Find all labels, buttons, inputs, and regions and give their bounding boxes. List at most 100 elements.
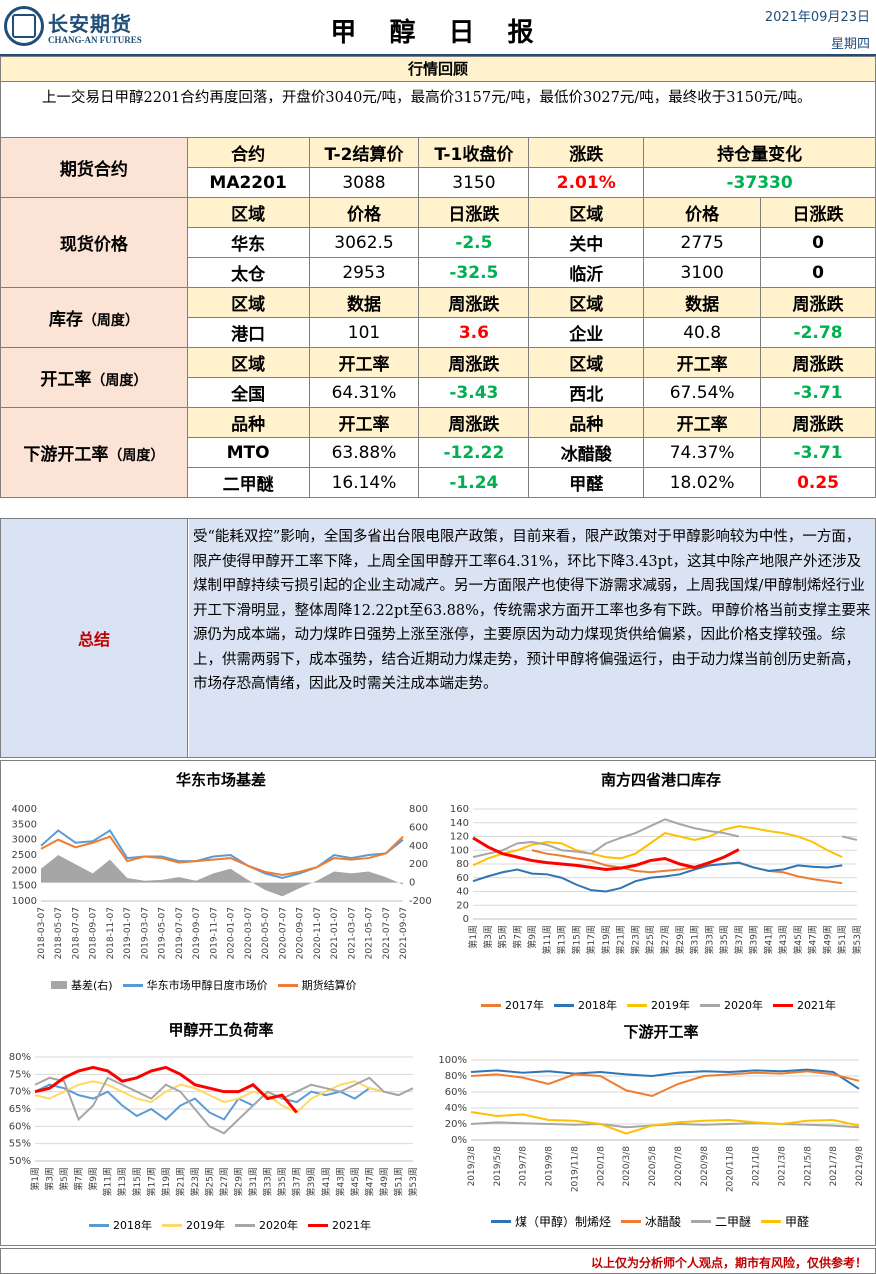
x-tick-label: 第39周 (748, 925, 760, 954)
spot-price: 3062.5 (308, 227, 420, 258)
series-line (34, 1065, 298, 1114)
downstream-header: 开工率 (643, 407, 762, 438)
x-tick-label: 2018-05-07 (54, 907, 64, 959)
x-tick-label: 第13周 (116, 1167, 128, 1196)
downstream-rate: 63.88% (308, 437, 420, 468)
y-tick-label: 3000 (12, 835, 37, 846)
y-tick-label: 20% (445, 1119, 467, 1130)
operating-header: 区域 (186, 347, 310, 378)
x-tick-label: 第21周 (615, 925, 627, 954)
inventory-label: 库存（周度） (0, 287, 188, 348)
x-tick-label: 2020-11-07 (313, 907, 323, 959)
x-tick-label: 第15周 (131, 1167, 143, 1196)
series-line (470, 1111, 860, 1135)
spot-header: 日涨跌 (418, 197, 530, 228)
downstream-rate: 16.14% (308, 467, 420, 498)
y-tick-label: 40% (445, 1103, 467, 1114)
x-tick-label: 第35周 (718, 925, 730, 954)
y-tick-label: 120 (450, 832, 469, 843)
legend-item: 甲醛 (761, 1213, 809, 1230)
legend-item: 华东市场甲醇日度市场价 (122, 977, 268, 993)
legend-item: 2019年 (627, 997, 690, 1013)
summary-label: 总结 (1, 519, 188, 757)
downstream-header: 品种 (528, 407, 645, 438)
spot-header: 区域 (186, 197, 310, 228)
x-tick-label: 2021/1/8 (752, 1146, 762, 1187)
spot-change: 0 (760, 227, 876, 258)
x-tick-label: 第1周 (467, 925, 479, 949)
x-tick-label: 第39周 (305, 1167, 317, 1196)
legend-item: 煤（甲醇）制烯烃 (491, 1213, 611, 1230)
x-tick-label: 第41周 (762, 925, 774, 954)
company-name-en: CHANG-AN FUTURES (48, 35, 142, 45)
x-tick-label: 第13周 (556, 925, 568, 954)
downstream-product: 甲醛 (528, 467, 645, 498)
series-line (470, 1070, 860, 1098)
spot-price: 3100 (643, 257, 762, 288)
y-tick-label: 100 (450, 845, 469, 856)
x-tick-label: 2019-01-07 (123, 907, 133, 959)
spot-price: 2953 (308, 257, 420, 288)
y-tick-label: 0 (463, 914, 469, 925)
y-tick-label: 65% (9, 1104, 31, 1115)
x-tick-label: 2018-03-07 (37, 907, 47, 959)
company-logo (4, 6, 44, 46)
y2-tick-label: -200 (409, 896, 432, 907)
chart-downstream-rates: 100% 80% 60% 40% 20% 0%2019/3/8 2019/5/8 2019/7… (439, 1055, 865, 1192)
x-tick-label: 2021/3/8 (777, 1146, 787, 1187)
x-tick-label: 第29周 (233, 1167, 245, 1196)
y-tick-label: 100% (439, 1055, 467, 1066)
x-tick-label: 第29周 (674, 925, 686, 954)
spot-label: 现货价格 (0, 197, 188, 288)
operating-header: 开工率 (643, 347, 762, 378)
x-tick-label: 第1周 (29, 1167, 41, 1191)
y2-tick-label: 0 (409, 878, 415, 889)
inventory-header: 周涨跌 (418, 287, 530, 318)
inventory-region: 企业 (528, 317, 645, 348)
x-tick-label: 第23周 (629, 925, 641, 954)
futures-close: 3150 (418, 167, 530, 198)
x-tick-label: 第33周 (703, 925, 715, 954)
x-tick-label: 2021-07-07 (382, 907, 392, 959)
x-tick-label: 第53周 (851, 925, 863, 954)
operating-rate: 64.31% (308, 377, 420, 408)
y-tick-label: 60 (456, 873, 469, 884)
series-line (40, 829, 404, 880)
x-tick-label: 2020/9/8 (700, 1146, 710, 1187)
x-tick-label: 2020/11/8 (726, 1146, 736, 1192)
x-tick-label: 第43周 (334, 1167, 346, 1196)
series-line (472, 861, 843, 893)
x-tick-label: 2020-03-07 (244, 907, 254, 959)
y2-tick-label: 200 (409, 859, 428, 870)
x-tick-label: 第11周 (541, 925, 553, 954)
y-tick-label: 140 (450, 818, 469, 829)
x-tick-label: 第27周 (659, 925, 671, 954)
chart-legend: 基差(右) 华东市场甲醇日度市场价 期货结算价 (51, 977, 357, 993)
downstream-product: 二甲醚 (186, 467, 310, 498)
x-tick-label: 2018-09-07 (89, 907, 99, 959)
x-tick-label: 第11周 (102, 1167, 114, 1196)
company-name-cn: 长安期货 (48, 12, 132, 36)
y-tick-label: 60% (9, 1121, 31, 1132)
x-tick-label: 第35周 (276, 1167, 288, 1196)
inventory-header: 周涨跌 (760, 287, 876, 318)
x-tick-label: 第19周 (600, 925, 612, 954)
downstream-product: 冰醋酸 (528, 437, 645, 468)
x-tick-label: 第31周 (689, 925, 701, 954)
series-line (34, 1076, 414, 1135)
downstream-change: -12.22 (418, 437, 530, 468)
futures-header: T-2结算价 (308, 137, 420, 168)
x-tick-label: 第5周 (497, 925, 509, 949)
inventory-change: 3.6 (418, 317, 530, 348)
operating-change: -3.43 (418, 377, 530, 408)
x-tick-label: 2020-01-07 (227, 907, 237, 959)
operating-region: 西北 (528, 377, 645, 408)
spot-header: 价格 (308, 197, 420, 228)
chart-title: 南方四省港口库存 (600, 771, 721, 789)
x-tick-label: 第25周 (644, 925, 656, 954)
legend-item: 冰醋酸 (621, 1213, 681, 1230)
y-tick-label: 2000 (12, 865, 37, 876)
summary-section: 总结 受“能耗双控”影响，全国多省出台限电限产政策，目前来看，限产政策对于甲醇影… (0, 518, 876, 758)
inventory-change: -2.78 (760, 317, 876, 348)
